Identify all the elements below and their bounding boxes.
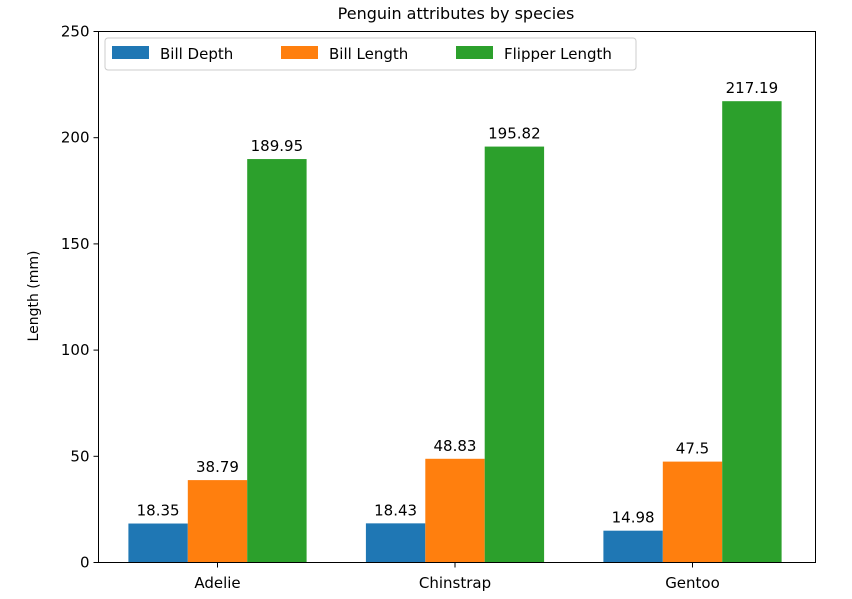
bar-value-label: 217.19 xyxy=(726,79,779,97)
plot-frame xyxy=(98,31,816,563)
bar-flipper-length-gentoo xyxy=(722,101,782,563)
bar-bill-depth-chinstrap xyxy=(365,523,426,563)
y-axis-label: Length (mm) xyxy=(26,251,42,342)
x-tick-label: Adelie xyxy=(194,574,240,592)
bar-bill-depth-gentoo xyxy=(603,530,663,563)
legend-label-bill-depth: Bill Depth xyxy=(160,45,233,63)
bar-bill-length-gentoo xyxy=(662,461,723,563)
bar-flipper-length-chinstrap xyxy=(484,146,545,563)
legend-box xyxy=(104,37,637,71)
legend-label-flipper-length: Flipper Length xyxy=(504,45,612,63)
y-tick-label: 100 xyxy=(61,341,90,359)
legend-swatch-bill-length xyxy=(281,46,318,59)
bar-value-label: 48.83 xyxy=(434,437,477,455)
y-tick-label: 250 xyxy=(61,23,90,41)
x-axis: Adelie Chinstrap Gentoo xyxy=(194,562,720,592)
bar-bill-length-chinstrap xyxy=(425,458,485,563)
y-tick-label: 50 xyxy=(70,447,89,465)
legend: Bill Depth Bill Length Flipper Length xyxy=(104,37,637,71)
legend-swatch-bill-depth xyxy=(112,46,149,59)
bar-bill-length-adelie xyxy=(187,480,248,563)
x-tick-label: Chinstrap xyxy=(419,574,491,592)
y-tick-label: 0 xyxy=(80,554,90,572)
y-tick-label: 200 xyxy=(61,129,90,147)
x-tick-label: Gentoo xyxy=(665,574,720,592)
bar-value-label: 38.79 xyxy=(196,458,239,476)
legend-label-bill-length: Bill Length xyxy=(329,45,408,63)
bar-value-label: 18.35 xyxy=(137,502,180,520)
legend-swatch-flipper-length xyxy=(456,46,493,59)
y-tick-label: 150 xyxy=(61,235,90,253)
y-axis: 0 50 100 150 200 250 xyxy=(61,23,99,572)
bar-value-label: 189.95 xyxy=(251,137,304,155)
bar-value-label: 14.98 xyxy=(612,509,655,527)
bars-layer xyxy=(128,101,782,563)
bar-flipper-length-adelie xyxy=(247,159,307,563)
bar-value-label: 18.43 xyxy=(374,501,417,519)
bar-value-label: 47.5 xyxy=(676,440,709,458)
bar-labels-layer: 18.35 38.79 189.95 18.43 48.83 195.82 14.98 47.… xyxy=(137,79,779,526)
chart-title: Penguin attributes by species xyxy=(338,4,575,23)
bar-bill-depth-adelie xyxy=(128,523,188,563)
bar-value-label: 195.82 xyxy=(488,125,541,143)
